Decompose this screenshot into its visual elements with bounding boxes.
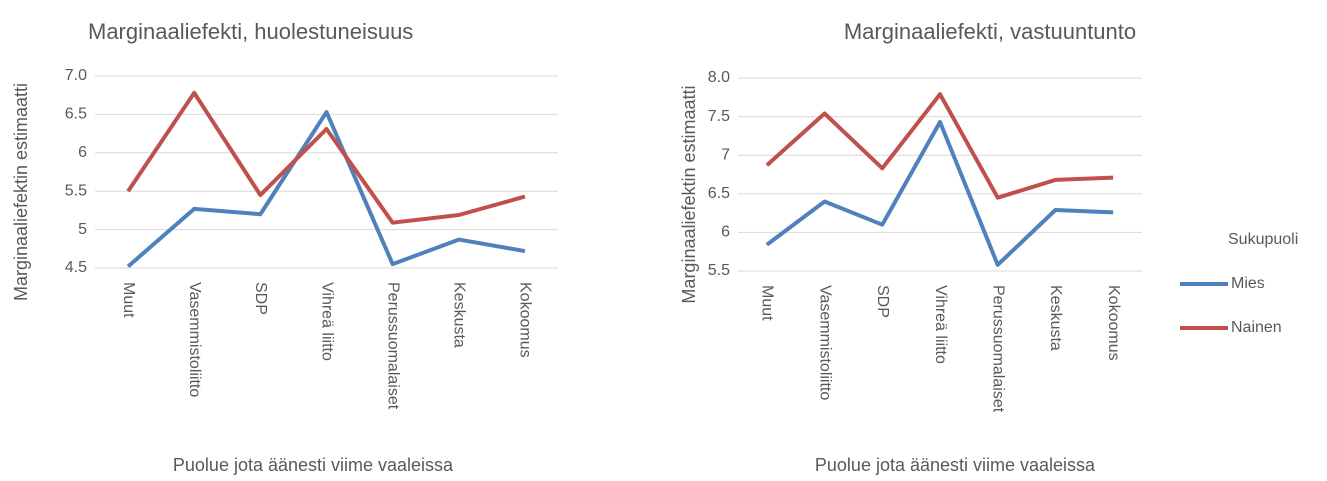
- x-tick-label: Kokoomus: [517, 282, 534, 358]
- y-tick-label: 6.5: [708, 185, 730, 202]
- y-tick-label: 4.5: [65, 259, 87, 276]
- legend-label: Mies: [1231, 275, 1265, 292]
- legend-label: Nainen: [1231, 319, 1282, 336]
- x-tick-label: Muut: [120, 282, 137, 318]
- x-tick-label: Vasemmistoliitto: [816, 285, 833, 400]
- x-tick-label: Vihreä liitto: [932, 285, 949, 364]
- x-tick-label: Kokoomus: [1105, 285, 1122, 361]
- x-tick-label: Perussuomalaiset: [384, 282, 401, 410]
- y-tick-label: 5: [78, 221, 87, 238]
- y-tick-label: 5.5: [65, 182, 87, 199]
- x-tick-label: Keskusta: [451, 282, 468, 348]
- series-line: [126, 90, 526, 225]
- series-line: [126, 110, 526, 268]
- chart-title: Marginaaliefekti, vastuuntunto: [844, 19, 1136, 44]
- chart-title: Marginaaliefekti, huolestuneisuus: [88, 19, 413, 44]
- y-tick-label: 7.5: [708, 108, 730, 125]
- y-tick-label: 6.5: [65, 106, 87, 123]
- series-line: [765, 120, 1114, 267]
- y-tick-label: 8.0: [708, 69, 730, 86]
- x-tick-label: Muut: [759, 285, 776, 321]
- x-tick-label: Vasemmistoliitto: [186, 282, 203, 397]
- y-tick-label: 7.0: [65, 67, 87, 84]
- x-tick-label: Perussuomalaiset: [989, 285, 1006, 413]
- x-tick-label: SDP: [874, 285, 891, 318]
- x-tick-label: SDP: [252, 282, 269, 315]
- x-tick-label: Vihreä liitto: [318, 282, 335, 361]
- x-axis-label: Puolue jota äänesti viime vaaleissa: [815, 455, 1096, 475]
- y-tick-label: 5.5: [708, 262, 730, 279]
- y-axis-label: Marginaaliefektin estimaatti: [11, 83, 31, 301]
- x-axis-label: Puolue jota äänesti viime vaaleissa: [173, 455, 454, 475]
- y-axis-label: Marginaaliefektin estimaatti: [679, 85, 699, 303]
- series-line: [765, 92, 1114, 200]
- x-tick-label: Keskusta: [1047, 285, 1064, 351]
- legend-title: Sukupuoli: [1228, 231, 1298, 248]
- y-tick-label: 7: [721, 146, 730, 163]
- y-tick-label: 6: [721, 224, 730, 241]
- y-tick-label: 6: [78, 144, 87, 161]
